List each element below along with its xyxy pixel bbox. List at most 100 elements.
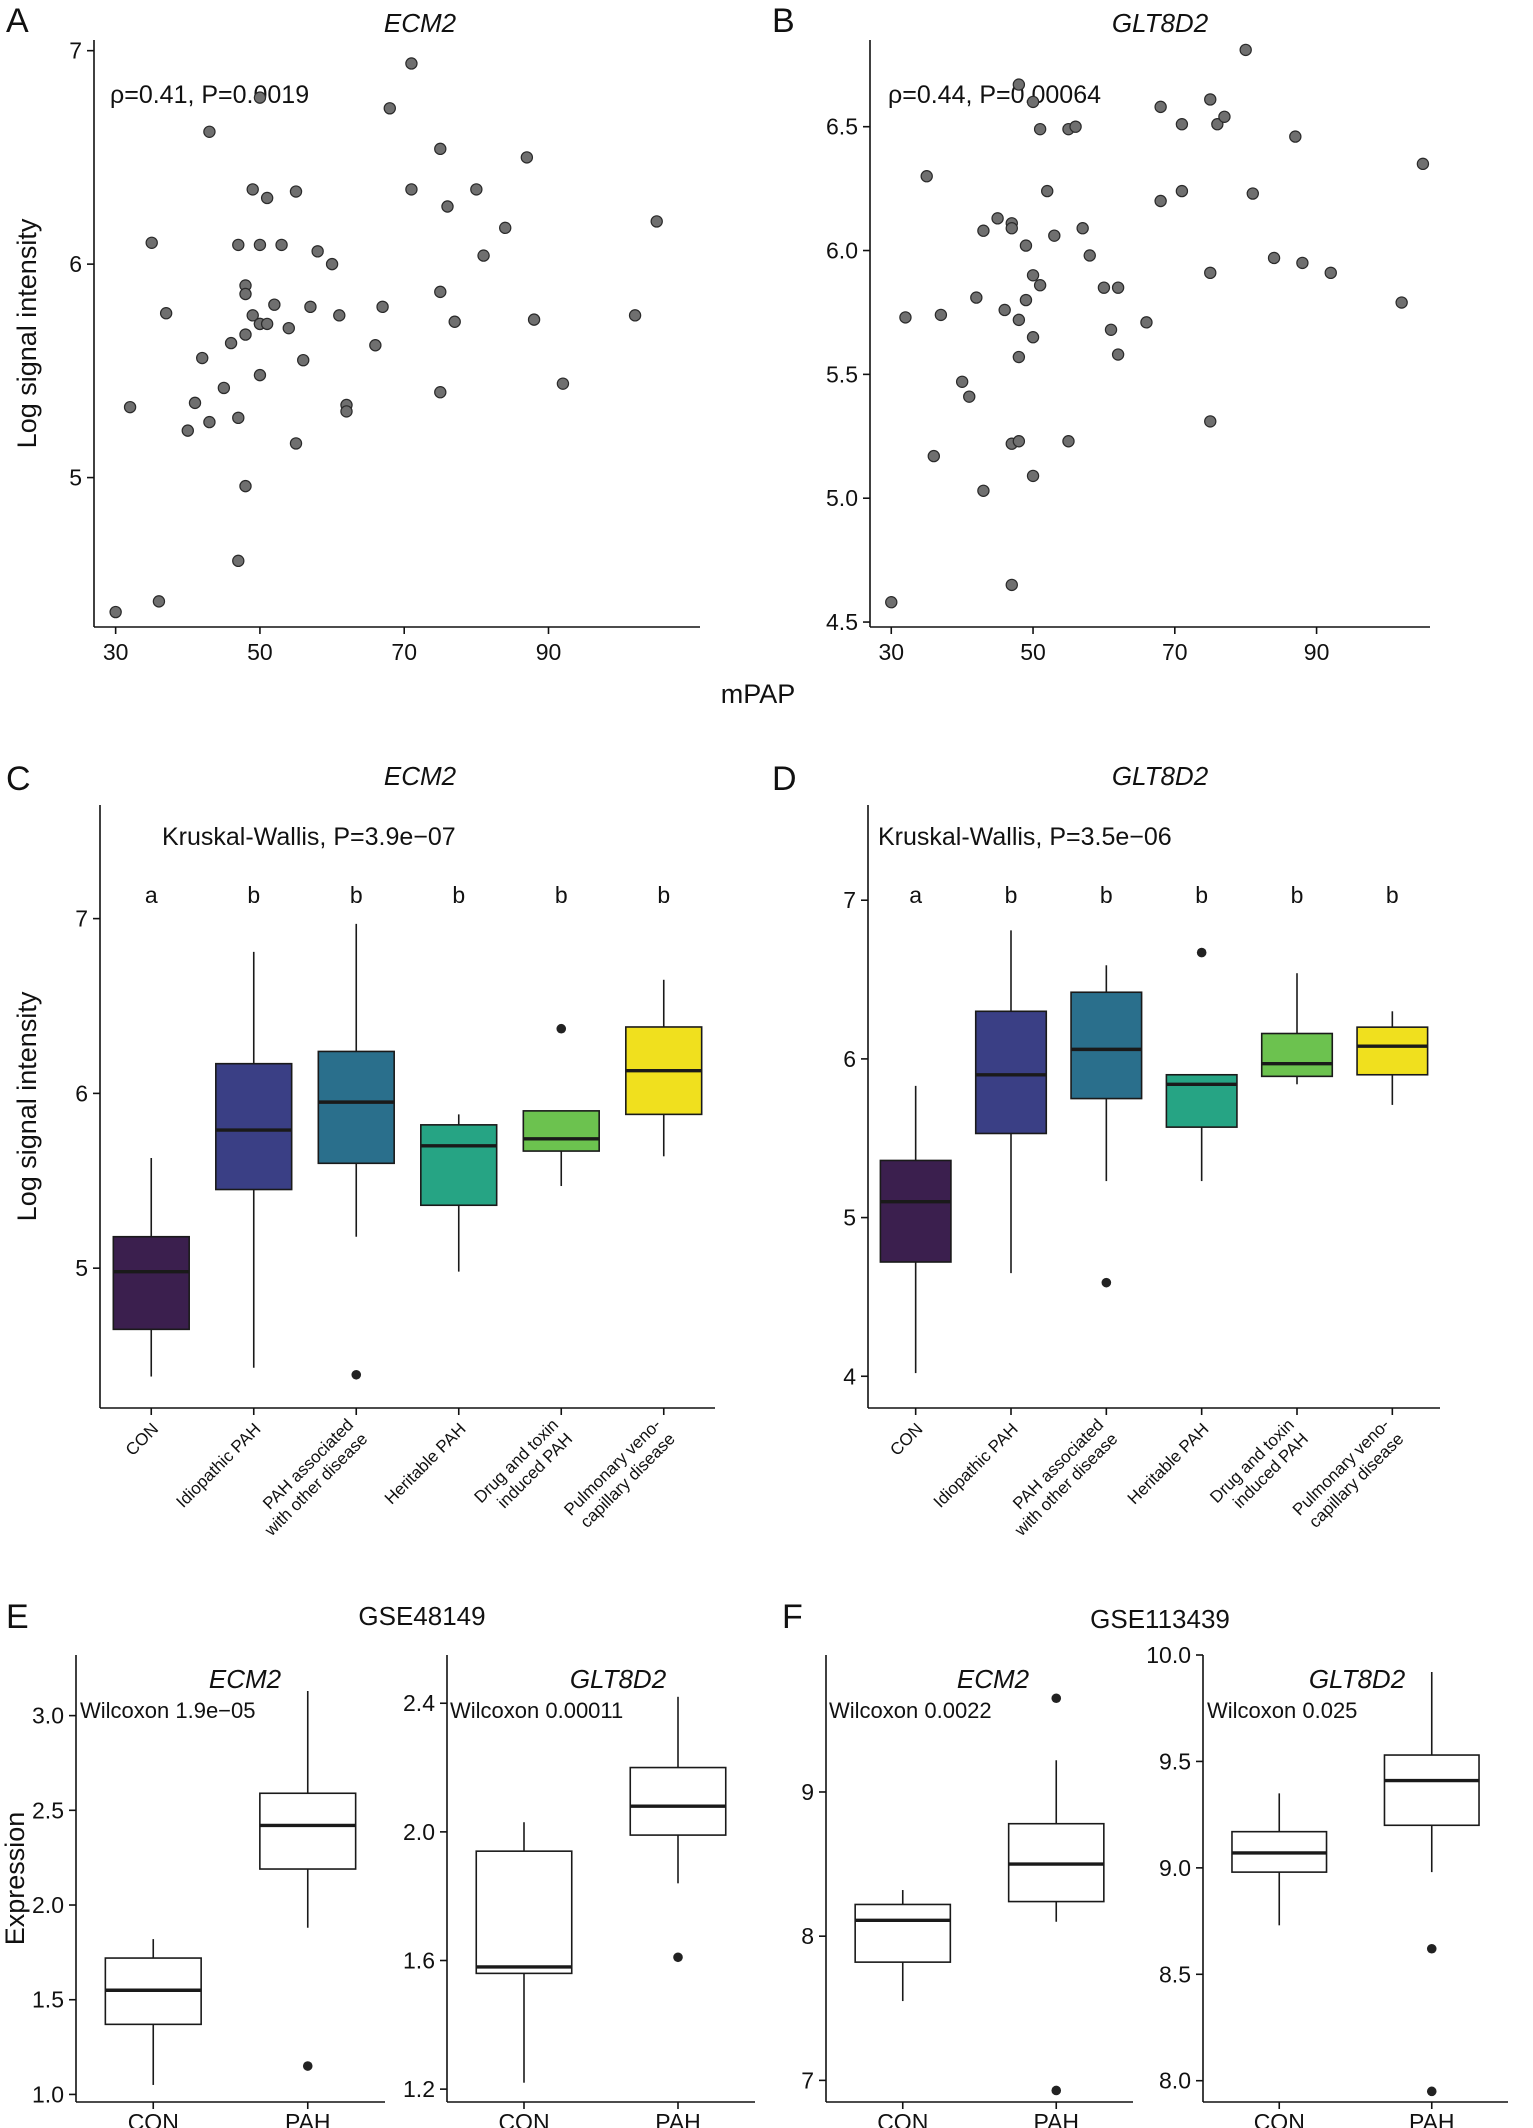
panel-e-glt8d2: GLT8D2 Wilcoxon 0.00011 1.2 1.6 2.0 2.4 CON PAH bbox=[403, 1655, 755, 2128]
category-label: CON bbox=[498, 2109, 549, 2128]
data-point bbox=[991, 212, 1004, 225]
data-point bbox=[1104, 323, 1118, 336]
data-point bbox=[477, 249, 490, 262]
data-point bbox=[556, 377, 570, 390]
data-point bbox=[1048, 229, 1061, 242]
data-point bbox=[109, 605, 122, 619]
data-point bbox=[1005, 222, 1018, 235]
outlier-point bbox=[556, 1023, 567, 1034]
group-letter: a bbox=[909, 882, 922, 908]
outlier-point bbox=[302, 2061, 313, 2071]
stat-annotation: Wilcoxon 0.00011 bbox=[450, 1698, 623, 1723]
panel-b: GLT8D2 ρ=0.44, P=0.00064 30 50 70 90 4.5 5.0 5.5… bbox=[826, 8, 1430, 665]
box-1 bbox=[629, 1766, 727, 1836]
y-tick-label: 1.0 bbox=[32, 2081, 64, 2107]
data-point bbox=[1267, 251, 1281, 265]
data-point bbox=[239, 479, 252, 493]
data-point bbox=[441, 200, 454, 213]
data-point bbox=[383, 102, 396, 115]
panel-title: GLT8D2 bbox=[570, 1664, 667, 1694]
category-label: PAH bbox=[285, 2109, 331, 2128]
y-tick-label: 1.6 bbox=[403, 1948, 435, 1974]
category-label: Idiopathic PAH bbox=[173, 1419, 265, 1511]
outlier-point bbox=[1101, 1277, 1112, 1288]
data-point bbox=[1026, 331, 1040, 344]
data-point bbox=[1019, 239, 1033, 252]
data-point bbox=[1175, 184, 1189, 198]
panel-letter-e: E bbox=[6, 1598, 29, 1636]
data-point bbox=[1416, 157, 1430, 171]
data-point bbox=[1012, 313, 1026, 327]
data-point bbox=[152, 595, 166, 608]
data-point bbox=[253, 91, 267, 104]
stat-annotation: Kruskal-Wallis, P=3.9e−07 bbox=[162, 823, 456, 851]
data-point bbox=[246, 309, 259, 322]
box-2 bbox=[317, 1050, 395, 1165]
box-0 bbox=[112, 1235, 190, 1331]
stat-annotation: Wilcoxon 0.025 bbox=[1207, 1698, 1357, 1723]
category-label: PAH bbox=[1033, 2109, 1079, 2128]
data-point bbox=[1019, 293, 1033, 307]
y-tick-label: 9 bbox=[801, 1779, 814, 1805]
box-1 bbox=[215, 1062, 293, 1191]
data-point bbox=[1097, 281, 1111, 294]
outlier-point bbox=[1426, 2086, 1437, 2097]
category-label-line: Idiopathic PAH bbox=[930, 1419, 1022, 1511]
y-tick-label: 6.0 bbox=[826, 238, 858, 264]
data-point bbox=[253, 238, 267, 252]
dataset-title-f: GSE113439 bbox=[1090, 1604, 1230, 1634]
panel-letter-c: C bbox=[6, 760, 31, 798]
group-letter: b bbox=[452, 882, 465, 908]
panel-a: ECM2 ρ=0.41, P=0.0019 30 50 70 90 5 6 7 Log signa… bbox=[12, 8, 700, 665]
data-point bbox=[369, 339, 382, 352]
data-point bbox=[203, 125, 216, 138]
y-tick-label: 7 bbox=[69, 38, 82, 64]
data-point bbox=[1033, 279, 1047, 292]
outlier-point bbox=[1051, 1693, 1062, 1704]
data-point bbox=[239, 328, 252, 341]
group-letter: a bbox=[145, 882, 158, 908]
y-tick-label: 6.5 bbox=[826, 114, 858, 140]
box-0 bbox=[879, 1159, 952, 1263]
data-point bbox=[970, 291, 983, 304]
data-point bbox=[1296, 256, 1309, 270]
data-point bbox=[224, 336, 238, 350]
category-label-line: CON bbox=[122, 1419, 162, 1459]
outlier-point bbox=[673, 1952, 683, 1963]
data-point bbox=[1324, 266, 1337, 280]
group-letter: b bbox=[350, 882, 363, 908]
outlier-point bbox=[1426, 1943, 1437, 1954]
y-tick-label: 6 bbox=[75, 1080, 88, 1106]
data-point bbox=[1111, 348, 1125, 361]
outlier-point bbox=[351, 1369, 362, 1380]
data-point bbox=[217, 381, 231, 395]
panel-title: GLT8D2 bbox=[1309, 1664, 1406, 1694]
data-point bbox=[998, 303, 1011, 317]
data-point bbox=[1154, 194, 1167, 208]
data-point bbox=[203, 415, 216, 429]
stat-annotation: ρ=0.41, P=0.0019 bbox=[110, 81, 309, 109]
y-tick-label: 4.5 bbox=[826, 609, 858, 635]
panel-f-glt8d2: GLT8D2 Wilcoxon 0.025 8.0 8.5 9.0 9.5 10.0 CON P… bbox=[1146, 1642, 1508, 2128]
stat-annotation: Wilcoxon 1.9e−05 bbox=[80, 1698, 256, 1723]
data-point bbox=[340, 405, 353, 418]
data-point bbox=[499, 221, 512, 235]
x-tick-label: 70 bbox=[391, 639, 417, 665]
data-point bbox=[376, 300, 389, 314]
y-tick-label: 5.0 bbox=[826, 485, 858, 511]
y-axis-label: Expression bbox=[0, 1812, 30, 1946]
y-tick-label: 4 bbox=[843, 1363, 856, 1389]
y-tick-label: 8 bbox=[801, 1923, 814, 1949]
data-point bbox=[1062, 435, 1075, 448]
data-point bbox=[1083, 249, 1096, 262]
category-label-line: Heritable PAH bbox=[381, 1419, 470, 1508]
data-point bbox=[268, 298, 281, 311]
data-point bbox=[527, 313, 541, 326]
y-tick-label: 10.0 bbox=[1146, 1642, 1191, 1668]
data-point bbox=[275, 238, 288, 252]
data-point bbox=[282, 321, 295, 335]
data-point bbox=[1111, 281, 1125, 294]
y-tick-label: 5 bbox=[843, 1205, 856, 1231]
y-tick-label: 7 bbox=[75, 906, 88, 932]
